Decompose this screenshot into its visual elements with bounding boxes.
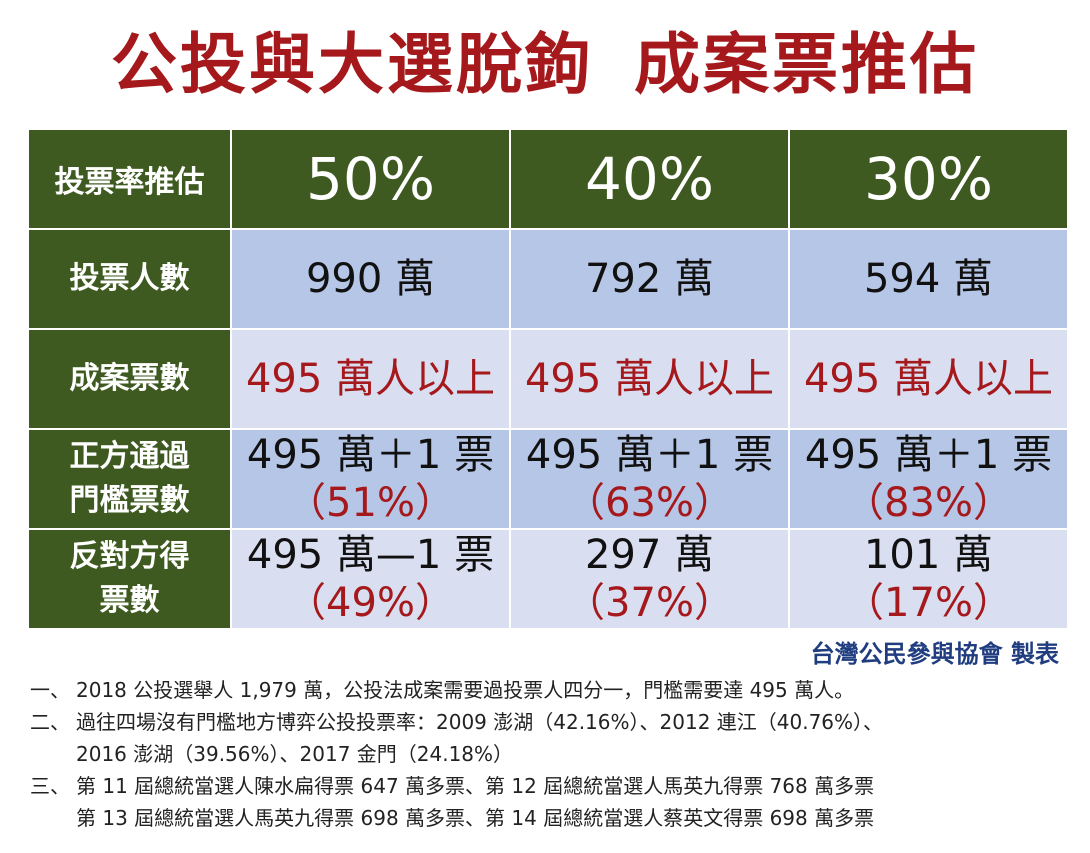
page-title: 公投與大選脫鉤 成案票推估 [0,20,1090,110]
cell-value: 495 萬＋1 票 [804,432,1053,478]
turnout-table: 投票率推估 50% 40% 30% 投票人數 990 萬 792 萬 594 萬… [27,128,1069,630]
cell-value: 297 萬 [584,532,715,578]
footnote-line: 過往四場沒有門檻地方博弈公投投票率：2009 澎湖（42.16%）、2012 連… [76,710,884,734]
voters-40: 792 萬 [509,228,790,330]
row-label-line: 門檻票數 [69,483,190,518]
footnote-number: 二、 [30,710,70,734]
threshold-30: 495 萬人以上 [788,328,1069,430]
row-label-voters: 投票人數 [27,228,232,330]
cell-value: 495 萬＋1 票 [525,432,774,478]
cell-percent: （49%） [286,580,455,626]
footnote-text: 第 11 屆總統當選人陳水扁得票 647 萬多票、第 12 屆總統當選人馬英九得… [76,770,1070,834]
footnote: 二、 過往四場沒有門檻地方博弈公投投票率：2009 澎湖（42.16%）、201… [30,706,1070,770]
cell-percent: （17%） [844,580,1013,626]
pro-30: 495 萬＋1 票 （83%） [788,428,1069,530]
footnote-line: 第 13 屆總統當選人馬英九得票 698 萬多票、第 14 屆總統當選人蔡英文得… [76,806,875,830]
row-label-pro: 正方通過 門檻票數 [27,428,232,530]
table-row: 反對方得 票數 495 萬—1 票 （49%） 297 萬 （37%） 101 … [27,528,1069,630]
row-label-line: 正方通過 [69,439,190,474]
footnote-line: 第 11 屆總統當選人陳水扁得票 647 萬多票、第 12 屆總統當選人馬英九得… [76,774,875,798]
title-right: 成案票推估 [634,26,979,103]
row-label-threshold: 成案票數 [27,328,232,430]
cell-value: 101 萬 [863,532,994,578]
footnote-text: 2018 公投選舉人 1,979 萬，公投法成案需要過投票人四分一，門檻需要達 … [76,674,1070,706]
cell-value: 495 萬—1 票 [246,532,495,578]
header-label: 投票率推估 [27,128,232,230]
table-row: 投票人數 990 萬 792 萬 594 萬 [27,228,1069,330]
table-row: 成案票數 495 萬人以上 495 萬人以上 495 萬人以上 [27,328,1069,430]
threshold-40: 495 萬人以上 [509,328,790,430]
footnote-line: 2018 公投選舉人 1,979 萬，公投法成案需要過投票人四分一，門檻需要達 … [76,678,855,702]
footnote: 一、 2018 公投選舉人 1,979 萬，公投法成案需要過投票人四分一，門檻需… [30,674,1070,706]
voters-30: 594 萬 [788,228,1069,330]
con-50: 495 萬—1 票 （49%） [230,528,511,630]
pro-50: 495 萬＋1 票 （51%） [230,428,511,530]
footnote-line: 2016 澎湖（39.56%）、2017 金門（24.18%） [76,742,514,766]
footnote-text: 過往四場沒有門檻地方博弈公投投票率：2009 澎湖（42.16%）、2012 連… [76,706,1070,770]
con-40: 297 萬 （37%） [509,528,790,630]
cell-percent: （63%） [565,480,734,526]
header-row: 投票率推估 50% 40% 30% [27,128,1069,230]
title-left: 公投與大選脫鉤 [111,26,594,103]
turnout-50: 50% [230,128,511,230]
voters-50: 990 萬 [230,228,511,330]
footnote-number: 三、 [30,774,70,798]
footnotes: 一、 2018 公投選舉人 1,979 萬，公投法成案需要過投票人四分一，門檻需… [30,674,1070,834]
table-row: 正方通過 門檻票數 495 萬＋1 票 （51%） 495 萬＋1 票 （63%… [27,428,1069,530]
row-label-line: 票數 [99,583,160,618]
cell-value: 495 萬＋1 票 [246,432,495,478]
threshold-50: 495 萬人以上 [230,328,511,430]
pro-40: 495 萬＋1 票 （63%） [509,428,790,530]
footnote: 三、 第 11 屆總統當選人陳水扁得票 647 萬多票、第 12 屆總統當選人馬… [30,770,1070,834]
cell-percent: （37%） [565,580,734,626]
row-label-con: 反對方得 票數 [27,528,232,630]
footnote-number: 一、 [30,678,70,702]
credit-line: 台灣公民參與協會 製表 [810,640,1059,668]
turnout-30: 30% [788,128,1069,230]
row-label-line: 反對方得 [69,539,190,574]
turnout-40: 40% [509,128,790,230]
con-30: 101 萬 （17%） [788,528,1069,630]
cell-percent: （83%） [844,480,1013,526]
cell-percent: （51%） [286,480,455,526]
